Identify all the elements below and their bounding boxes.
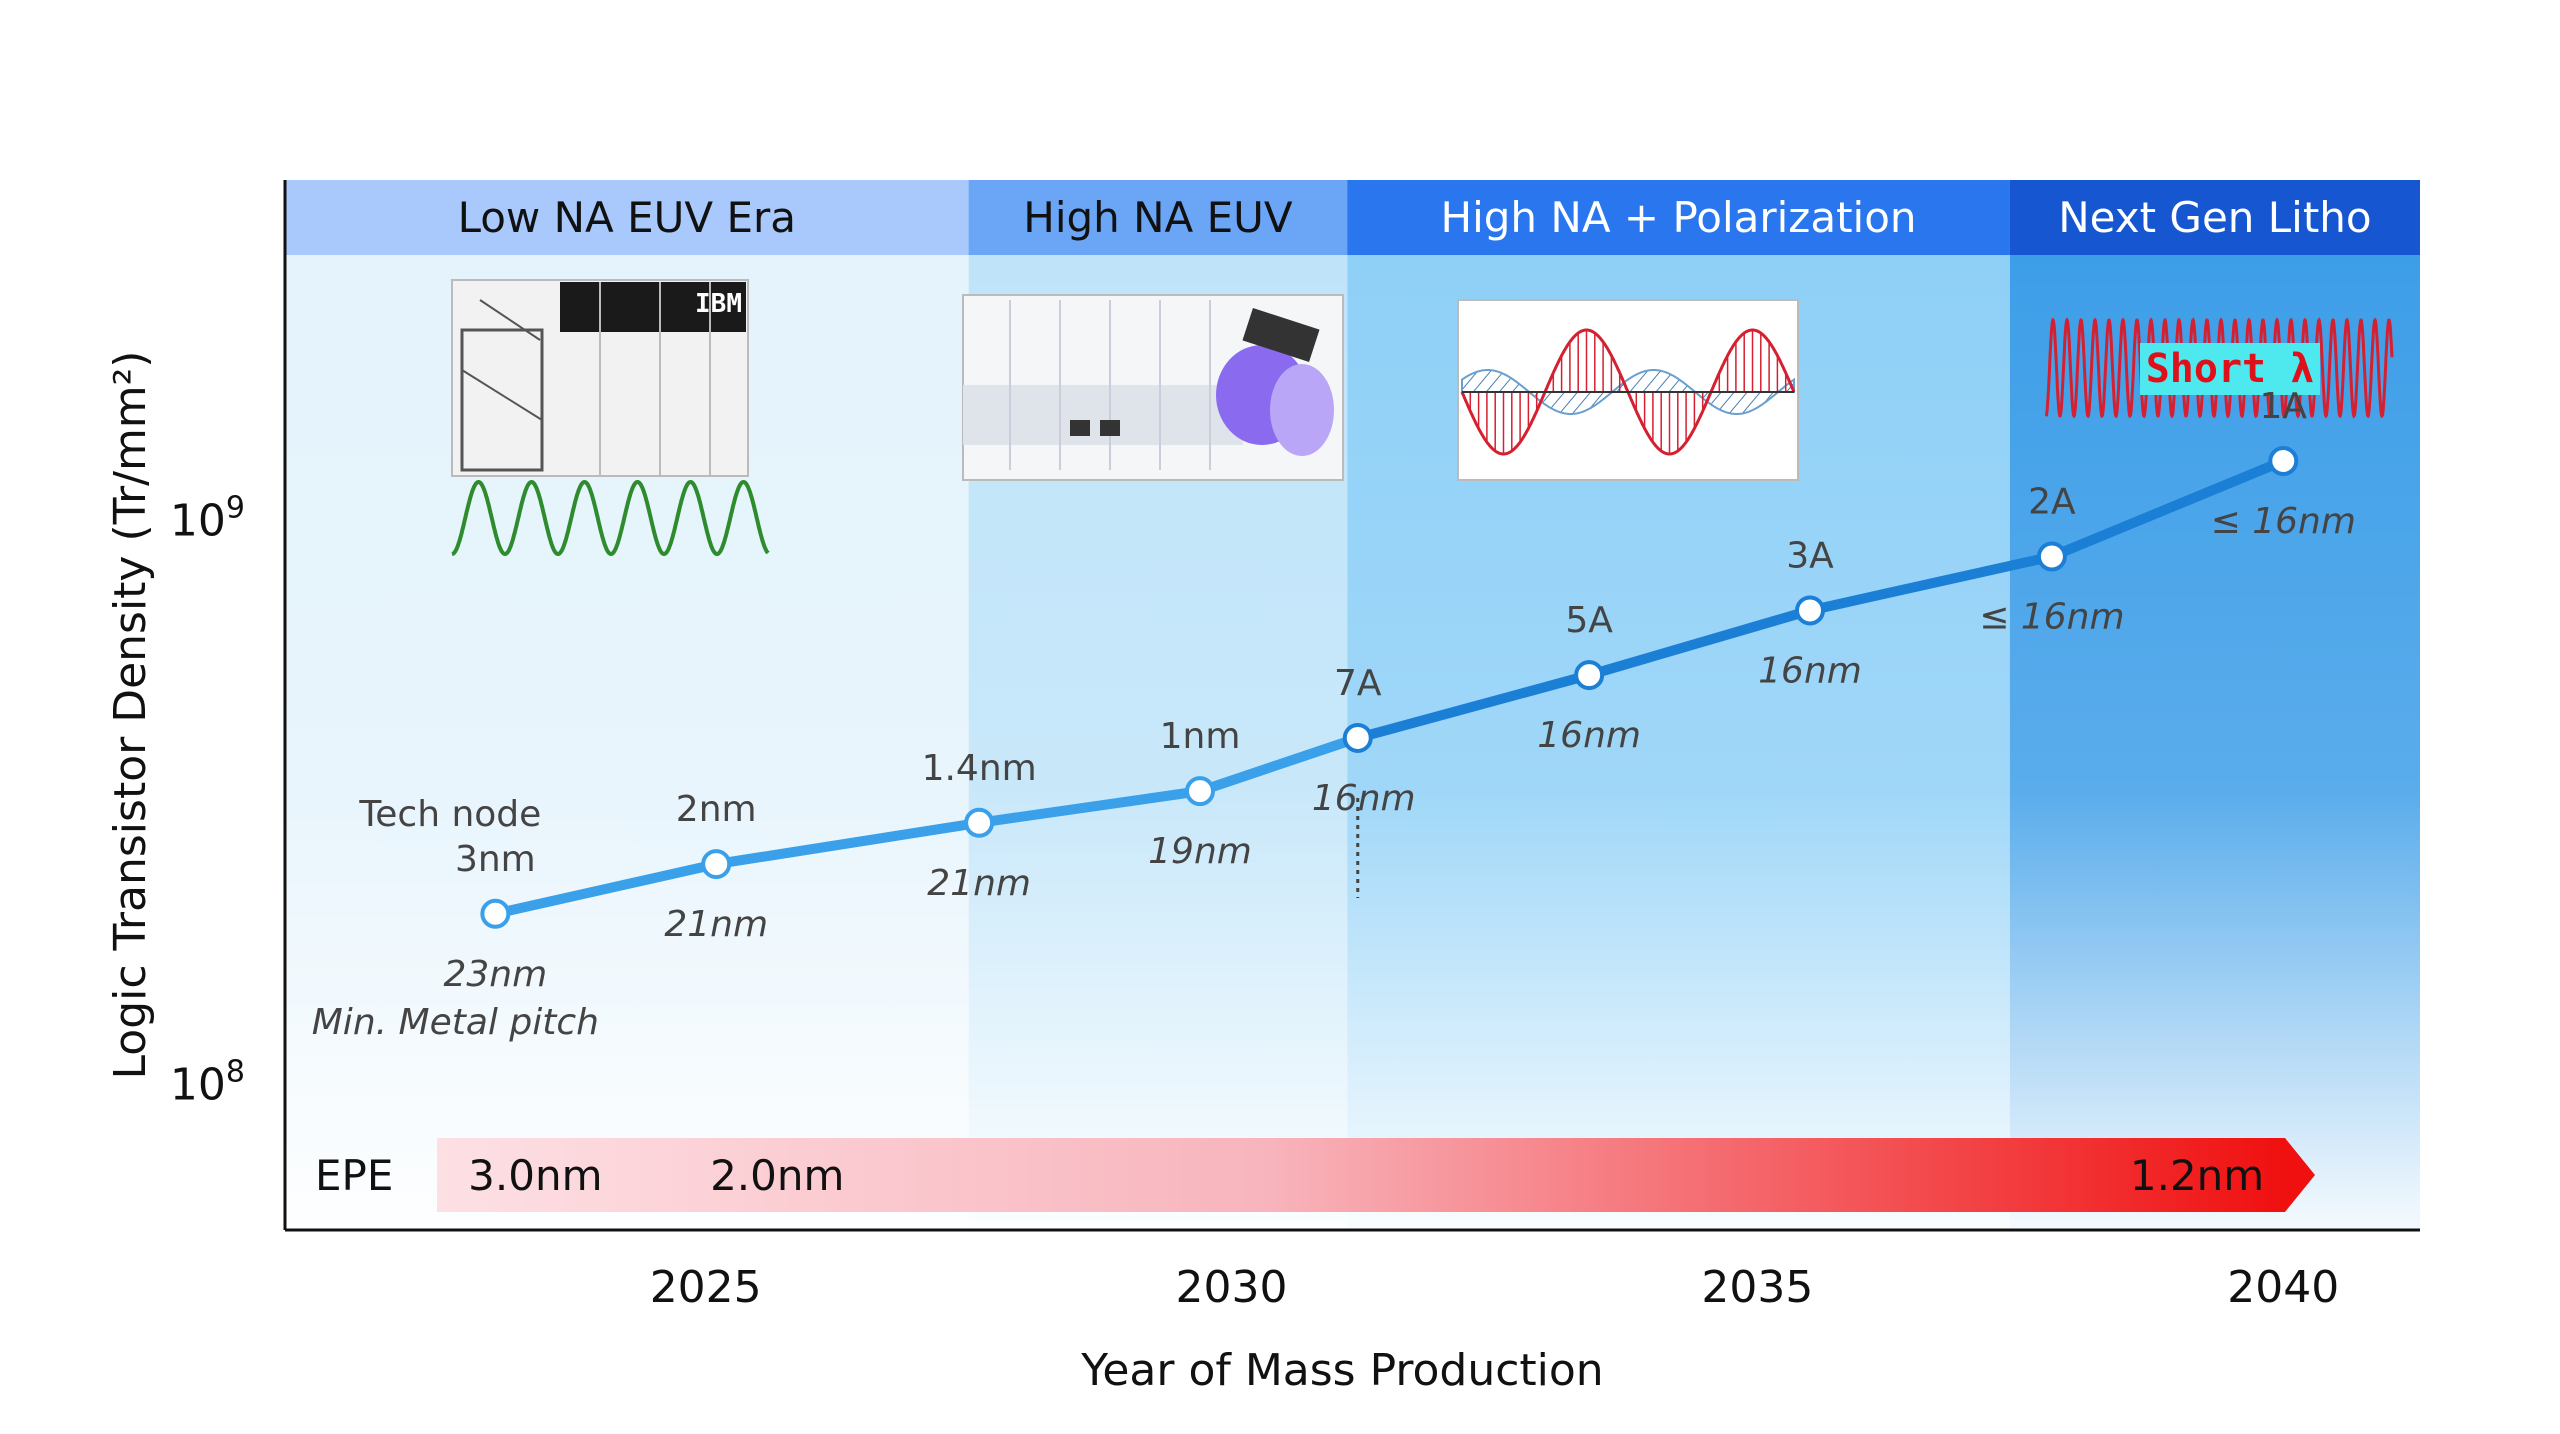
line-segment xyxy=(711,817,985,870)
ibm-logo: IBM xyxy=(695,289,742,319)
data-point xyxy=(1795,595,1825,626)
x-axis-title: Year of Mass Production xyxy=(1080,1345,1603,1396)
red-wave-icon xyxy=(2044,317,2394,419)
era-label: High NA EUV xyxy=(1023,193,1293,242)
node-label: 2nm xyxy=(676,789,757,830)
data-point xyxy=(2268,446,2299,477)
pitch-label: 21nm xyxy=(927,863,1031,904)
node-label: 2A xyxy=(2028,482,2076,523)
data-point xyxy=(1185,776,1215,807)
epe-bar: EPE 3.0nm 2.0nm 1.2nm xyxy=(315,1138,2315,1212)
asml-scanner-photo xyxy=(962,294,1344,481)
data-point xyxy=(964,807,995,838)
pitch-label: 16nm xyxy=(1537,715,1641,756)
node-label: 3nm xyxy=(455,839,536,880)
era-label: Next Gen Litho xyxy=(2058,193,2371,242)
epe-arrowhead xyxy=(2285,1138,2315,1212)
era-label: High NA + Polarization xyxy=(1441,193,1917,242)
pitch-label: ≤ 16nm xyxy=(1979,597,2124,638)
green-wave-icon xyxy=(451,479,770,557)
short-wavelength-label: Short λ xyxy=(2146,346,2315,392)
pitch-label: 16nm xyxy=(1312,778,1416,819)
epe-value: 3.0nm xyxy=(468,1151,602,1200)
line-segment xyxy=(1805,551,2057,616)
axes xyxy=(283,180,2420,1232)
pitch-label: ≤ 16nm xyxy=(2211,501,2356,542)
line-segment xyxy=(1352,670,1595,743)
node-label: 3A xyxy=(1786,535,1834,576)
era-header xyxy=(1347,180,2010,255)
y-axis-title: Logic Transistor Density (Tr/mm²) xyxy=(105,351,156,1080)
node-label: 1A xyxy=(2260,386,2308,427)
era-header xyxy=(285,180,969,255)
node-labels: 3nm 23nm 2nm 21nm 1.4nm 21nm 1nm 19nm 7A 16nm 5A 16… xyxy=(443,386,2355,995)
data-point xyxy=(1342,722,1373,753)
era-header xyxy=(968,180,1348,255)
line-segment xyxy=(490,859,722,919)
min-metal-pitch-annotation: Min. Metal pitch xyxy=(312,1002,599,1043)
polarization-wave-diagram xyxy=(1457,299,1799,481)
line-segment xyxy=(1584,605,1815,681)
data-point xyxy=(2036,541,2067,572)
data-point xyxy=(480,898,511,929)
x-tick-label: 2025 xyxy=(650,1262,762,1313)
line-segment xyxy=(2046,456,2289,562)
data-point xyxy=(1574,660,1605,691)
pitch-label: 21nm xyxy=(664,904,768,945)
pitch-label: 23nm xyxy=(443,954,547,995)
line-segment xyxy=(1195,732,1363,797)
node-label: 1.4nm xyxy=(922,748,1037,789)
density-line xyxy=(490,456,2289,919)
pitch-label: 19nm xyxy=(1148,831,1252,872)
line-segment xyxy=(974,786,1205,828)
short-wavelength-graphic: Short λ xyxy=(2044,317,2394,419)
node-label: 7A xyxy=(1334,663,1382,704)
pitch-label: 16nm xyxy=(1758,650,1862,691)
epe-gradient-bar xyxy=(437,1138,2285,1212)
era-label: Low NA EUV Era xyxy=(458,193,796,242)
y-tick-label: 108 xyxy=(170,1055,245,1111)
y-tick-label: 109 xyxy=(170,491,245,547)
data-point xyxy=(701,849,732,880)
era-headers: Low NA EUV Era High NA EUV High NA + Polar… xyxy=(285,180,2420,255)
tech-node-annotation: Tech node xyxy=(358,794,541,835)
node-label: 5A xyxy=(1565,600,1613,641)
x-tick-label: 2030 xyxy=(1176,1262,1288,1313)
data-points xyxy=(480,446,2299,929)
x-tick-label: 2040 xyxy=(2227,1262,2339,1313)
epe-value: 2.0nm xyxy=(710,1151,844,1200)
ibm-fab-photo: IBM xyxy=(451,279,749,477)
epe-value: 1.2nm xyxy=(2130,1151,2264,1200)
era-header xyxy=(2009,180,2420,255)
epe-label: EPE xyxy=(315,1151,393,1200)
node-label: 1nm xyxy=(1160,716,1241,757)
x-tick-label: 2035 xyxy=(1701,1262,1813,1313)
ticks: 2025 2030 2035 2040 108 109 xyxy=(170,491,2339,1313)
